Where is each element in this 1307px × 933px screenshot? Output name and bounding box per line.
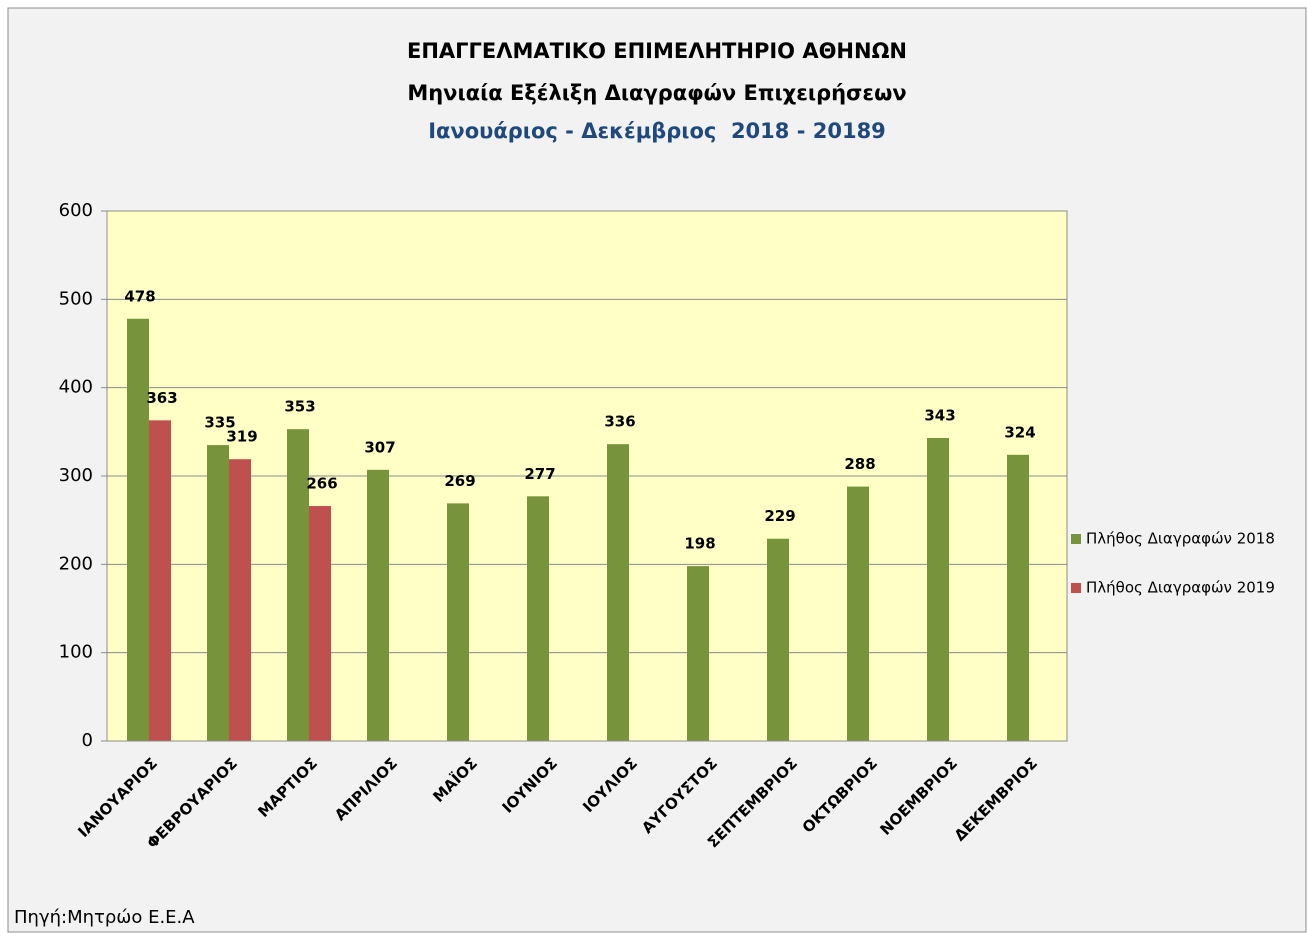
bar — [287, 429, 309, 741]
data-label: 343 — [924, 407, 955, 425]
bar — [367, 469, 389, 741]
bar — [229, 459, 251, 741]
bar — [1007, 454, 1029, 741]
chart-subtitle: Μηνιαία Εξέλιξη Διαγραφών Επιχειρήσεων — [407, 81, 906, 105]
source-note: Πηγή:Μητρώο Ε.Ε.Α — [14, 907, 195, 928]
data-label: 198 — [684, 535, 715, 553]
data-label: 269 — [444, 472, 475, 490]
y-tick-label: 100 — [59, 642, 93, 663]
data-label: 319 — [226, 428, 257, 446]
bar — [607, 444, 629, 741]
bar — [527, 496, 549, 741]
data-label: 336 — [604, 413, 635, 431]
data-label: 335 — [204, 414, 235, 432]
data-label: 363 — [146, 389, 177, 407]
data-label: 229 — [764, 507, 795, 525]
bar — [447, 503, 469, 741]
y-tick-label: 600 — [59, 200, 93, 221]
data-label: 288 — [844, 455, 875, 473]
y-tick-label: 200 — [59, 553, 93, 574]
data-label: 277 — [524, 465, 555, 483]
bar — [687, 566, 709, 741]
data-label: 478 — [124, 287, 155, 305]
legend-swatch — [1071, 534, 1081, 544]
y-tick-label: 400 — [59, 377, 93, 398]
data-label: 353 — [284, 398, 315, 416]
legend-label: Πλήθος Διαγραφών 2018 — [1086, 530, 1275, 548]
y-tick-label: 500 — [59, 288, 93, 309]
bar — [847, 486, 869, 741]
bar — [309, 506, 331, 741]
chart-title: ΕΠΑΓΓΕΛΜΑΤΙΚΟ ΕΠΙΜΕΛΗΤΗΡΙΟ ΑΘΗΝΩΝ — [407, 39, 907, 63]
data-label: 324 — [1004, 423, 1035, 441]
chart-period: Ιανουάριος - Δεκέμβριος 2018 - 20189 — [428, 119, 886, 143]
bar — [207, 445, 229, 741]
bar — [149, 420, 171, 741]
bar — [127, 318, 149, 741]
y-tick-label: 300 — [59, 465, 93, 486]
bar — [767, 538, 789, 741]
legend-label: Πλήθος Διαγραφών 2019 — [1086, 579, 1275, 597]
bar — [927, 438, 949, 741]
data-label: 307 — [364, 438, 395, 456]
data-label: 266 — [306, 475, 337, 493]
legend-swatch — [1071, 583, 1081, 593]
y-tick-label: 0 — [82, 730, 93, 751]
